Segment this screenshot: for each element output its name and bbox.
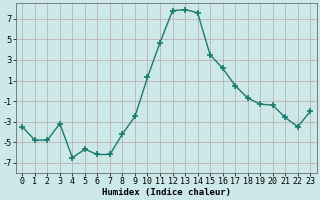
- X-axis label: Humidex (Indice chaleur): Humidex (Indice chaleur): [102, 188, 231, 197]
